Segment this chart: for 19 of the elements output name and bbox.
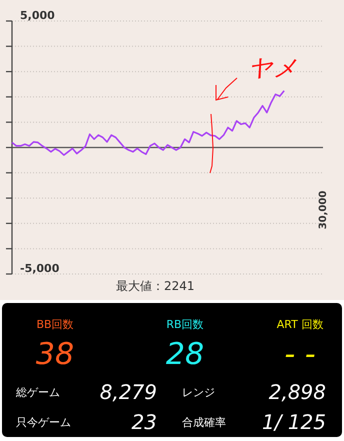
text: 合成確率	[182, 416, 226, 429]
text: 只今ゲーム	[16, 416, 71, 429]
annotation: ヤメ	[248, 54, 298, 82]
text: ART 回数	[276, 318, 324, 331]
text: 38	[36, 337, 74, 372]
text: BB回数	[36, 318, 74, 331]
text: 総ゲーム	[15, 386, 60, 399]
text: レンジ	[182, 386, 215, 399]
y-tick-label: 5,000	[20, 9, 56, 22]
text: 2,898	[268, 380, 326, 404]
annotation: 30,000	[318, 190, 329, 230]
text: 8,279	[100, 380, 157, 404]
text: 23	[132, 410, 157, 434]
text: 1/ 125	[262, 410, 326, 434]
text: 28	[166, 337, 204, 372]
text: 最大値：2241	[116, 279, 195, 293]
text: - -	[284, 337, 316, 372]
y-tick-label: -5,000	[20, 262, 60, 275]
text: RB回数	[166, 318, 204, 331]
